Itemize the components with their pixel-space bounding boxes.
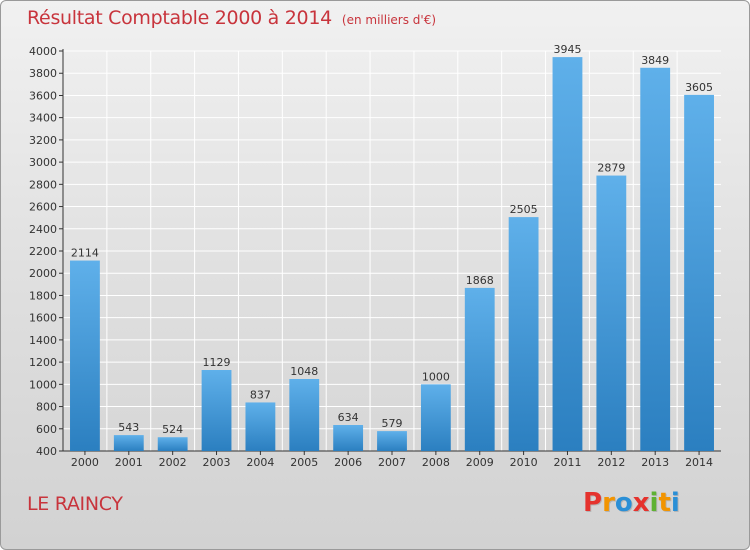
logo-letter: o (614, 488, 633, 518)
x-tick-label: 2003 (203, 456, 231, 469)
bar (333, 425, 364, 451)
x-tick-label: 2010 (510, 456, 538, 469)
logo-letter: i (670, 488, 680, 518)
y-tick-label: 2200 (29, 245, 57, 258)
data-labels: 2114 543 524 1129 837 1048 634 579 1000 1868 2505 3… (71, 43, 713, 436)
y-tick-label: 3800 (29, 67, 57, 80)
y-tick-label: 1200 (29, 356, 57, 369)
data-label: 3849 (641, 54, 669, 67)
x-tick-label: 2001 (115, 456, 143, 469)
bar (420, 384, 451, 451)
bars (70, 57, 714, 452)
y-tick-label: 1000 (29, 378, 57, 391)
bar (596, 175, 627, 452)
bar (113, 435, 144, 451)
data-label: 634 (338, 411, 359, 424)
x-tick-label: 2007 (378, 456, 406, 469)
bar (201, 370, 232, 451)
data-label: 1129 (203, 356, 231, 369)
logo-letter: r (602, 488, 615, 518)
y-tick-label: 2800 (29, 178, 57, 191)
x-tick-label: 2014 (685, 456, 713, 469)
x-tick-label: 2005 (290, 456, 318, 469)
bar (640, 67, 671, 452)
logo-letter: t (658, 488, 671, 518)
y-tick-label: 3400 (29, 112, 57, 125)
gridlines (63, 50, 721, 451)
bar (245, 402, 276, 451)
proxiti-logo: Proxiti (583, 488, 680, 518)
chart-unit: (en milliers d'€) (341, 13, 437, 27)
y-tick-label: 800 (36, 401, 57, 414)
logo-letter: x (632, 488, 650, 518)
logo-letter: i (649, 488, 659, 518)
y-tick-label: 1600 (29, 312, 57, 325)
bar (464, 287, 495, 451)
data-label: 1000 (422, 370, 450, 383)
bar (684, 94, 714, 451)
x-tick-labels: 2000 2001 2002 2003 2004 2005 2006 2007 2008 2009… (71, 456, 713, 469)
chart-title: Résultat Comptable 2000 à 2014 (27, 7, 332, 29)
y-tick-label: 600 (36, 423, 57, 436)
x-tick-label: 2011 (553, 456, 581, 469)
y-tick-label: 4000 (29, 45, 57, 58)
x-tick-label: 2013 (641, 456, 669, 469)
x-tick-label: 2000 (71, 456, 99, 469)
y-tick-label: 3200 (29, 134, 57, 147)
data-label: 2505 (510, 203, 538, 216)
y-tick-label: 3000 (29, 156, 57, 169)
x-tick-label: 2008 (422, 456, 450, 469)
y-tick-label: 1400 (29, 334, 57, 347)
y-tick-label: 1800 (29, 289, 57, 302)
bar (377, 431, 407, 451)
data-label: 1868 (466, 274, 494, 287)
bar (289, 379, 320, 451)
y-tick-label: 3600 (29, 89, 57, 102)
data-label: 1048 (290, 365, 318, 378)
y-tick-label: 400 (36, 445, 57, 458)
x-tick-label: 2009 (466, 456, 494, 469)
commune-name: LE RAINCY (27, 493, 123, 515)
y-tick-label: 2400 (29, 223, 57, 236)
x-tick-label: 2012 (597, 456, 625, 469)
data-label: 543 (118, 421, 139, 434)
data-label: 2114 (71, 247, 99, 260)
y-tick-label: 2000 (29, 267, 57, 280)
x-tick-label: 2004 (246, 456, 274, 469)
logo-letter: P (583, 488, 603, 518)
bar (70, 260, 100, 451)
bar (157, 437, 188, 451)
bar (552, 57, 583, 451)
data-label: 3945 (553, 43, 581, 56)
data-label: 2879 (597, 162, 625, 175)
y-tick-label: 2600 (29, 201, 57, 214)
bar (508, 217, 539, 451)
title-block: Résultat Comptable 2000 à 2014 (en millie… (27, 7, 436, 29)
x-tick-label: 2002 (159, 456, 187, 469)
data-label: 837 (250, 388, 271, 401)
data-label: 524 (162, 423, 183, 436)
data-label: 579 (382, 417, 403, 430)
x-tick-label: 2006 (334, 456, 362, 469)
data-label: 3605 (685, 81, 713, 94)
y-tick-labels: 400 600 800 1000 1200 1400 1600 1800 2000 2200 240… (29, 45, 57, 458)
